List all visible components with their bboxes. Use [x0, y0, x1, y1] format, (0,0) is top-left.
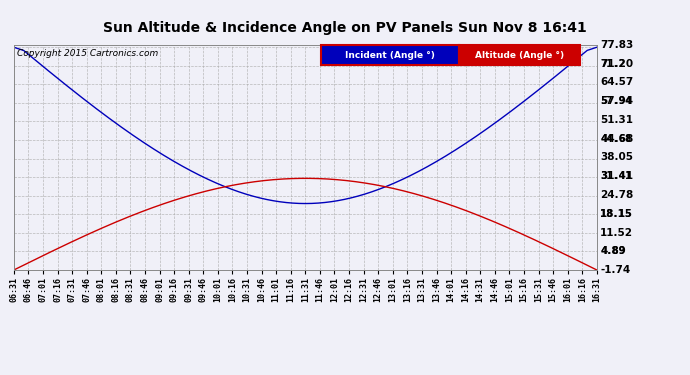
Text: 57.94: 57.94	[600, 96, 631, 106]
Text: Incident (Angle °): Incident (Angle °)	[345, 51, 435, 60]
Text: 18.15: 18.15	[600, 209, 633, 219]
Text: Sun Altitude & Incidence Angle on PV Panels Sun Nov 8 16:41: Sun Altitude & Incidence Angle on PV Pan…	[103, 21, 587, 34]
Text: 71.20: 71.20	[600, 59, 633, 69]
Text: 4.89: 4.89	[600, 246, 625, 256]
Text: 77.83: 77.83	[600, 40, 633, 50]
Text: Copyright 2015 Cartronics.com: Copyright 2015 Cartronics.com	[17, 49, 159, 58]
Text: 44.68: 44.68	[600, 134, 631, 144]
Text: 31.41: 31.41	[600, 171, 631, 181]
Text: 18.15: 18.15	[600, 209, 631, 219]
Text: 51.31: 51.31	[600, 115, 633, 125]
Text: 24.78: 24.78	[600, 190, 633, 200]
Text: 38.05: 38.05	[600, 153, 633, 162]
Text: 31.41: 31.41	[600, 171, 633, 181]
Text: 57.94: 57.94	[600, 96, 633, 106]
Text: 11.52: 11.52	[600, 228, 633, 237]
Text: -1.74: -1.74	[600, 265, 631, 275]
Text: 44.68: 44.68	[600, 134, 633, 144]
Text: Altitude (Angle °): Altitude (Angle °)	[475, 51, 564, 60]
Text: 64.57: 64.57	[600, 78, 633, 87]
Text: 71.2: 71.2	[600, 59, 625, 69]
Text: 4.89: 4.89	[600, 246, 626, 256]
